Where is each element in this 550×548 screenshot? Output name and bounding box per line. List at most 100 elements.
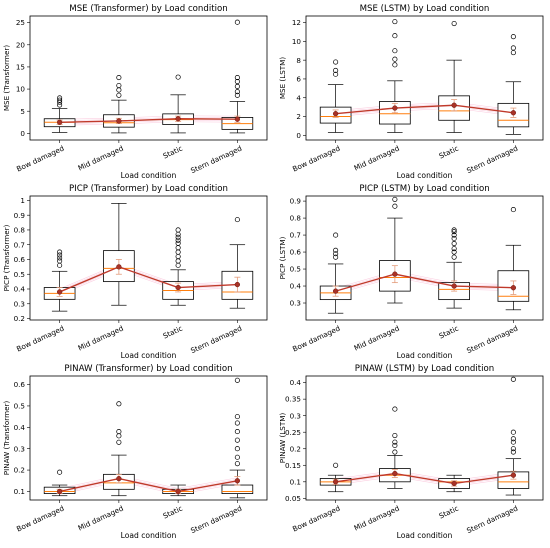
outlier-point: [510, 34, 516, 40]
y-tick-label: 0.9: [290, 197, 302, 206]
mean-band: [335, 476, 514, 487]
y-axis-label: PICP (LSTM): [278, 236, 287, 279]
x-tick-label: Bow damaged: [15, 144, 65, 174]
mean-band: [59, 115, 238, 120]
outlier-point: [234, 446, 240, 452]
outlier-point: [175, 231, 181, 237]
outlier-point: [333, 232, 339, 238]
chart-panel-6: PINAW (LSTM) by Load condition PINAW (LST…: [278, 364, 544, 540]
outlier-point: [451, 235, 457, 242]
outlier-point: [175, 227, 181, 233]
y-axis-label: PINAW (Transformer): [2, 401, 11, 476]
mean-point: [175, 116, 181, 122]
outlier-point: [392, 439, 398, 445]
mean-band: [59, 475, 238, 489]
outlier-point: [234, 414, 240, 420]
x-tick-label: Static: [162, 144, 184, 161]
mean-point: [175, 284, 181, 291]
chart-panel-2: MSE (LSTM) by Load condition MSE (LSTM) Lo…: [278, 4, 544, 180]
y-tick-label: 0.4: [290, 378, 302, 387]
mean-line: [335, 104, 514, 115]
outlier-point: [57, 469, 63, 475]
chart-title: PICP (LSTM) by Load condition: [359, 184, 489, 194]
box-stern-damaged: [221, 217, 254, 309]
outlier-point: [510, 429, 516, 435]
chart-panel-5: PINAW (Transformer) by Load condition PIN…: [2, 364, 268, 540]
y-tick-label: 0.2: [14, 466, 25, 475]
x-tick-label: Static: [438, 324, 460, 341]
y-tick-label: 0.35: [285, 395, 301, 404]
outlier-point: [234, 83, 240, 89]
outlier-point: [392, 33, 398, 39]
x-tick-label: Bow damaged: [291, 504, 341, 534]
y-tick-label: 15: [16, 63, 25, 72]
x-tick-label: Stern damaged: [189, 144, 243, 176]
box-body: [103, 250, 135, 283]
y-tick-label: 10: [292, 37, 302, 46]
chart-title: MSE (Transformer) by Load condition: [69, 4, 227, 14]
y-tick-label: 8: [296, 56, 301, 65]
outlier-point: [175, 237, 181, 243]
mean-band: [59, 479, 238, 494]
outlier-point: [451, 229, 457, 235]
mean-point: [451, 283, 457, 289]
x-axis-label: Load condition: [397, 351, 453, 360]
x-axis-label: Load condition: [397, 531, 453, 540]
outlier-point: [234, 420, 240, 426]
box-stern-damaged: [221, 377, 254, 499]
outlier-point: [116, 87, 122, 93]
mean-band: [335, 474, 514, 486]
outlier-point: [57, 97, 63, 103]
y-tick-label: 2: [296, 112, 301, 121]
x-axis-label: Load condition: [121, 531, 177, 540]
outlier-point: [510, 207, 516, 213]
y-tick-label: 0.4: [290, 282, 302, 291]
outlier-point: [451, 227, 457, 233]
box-bow-damaged: [319, 232, 352, 314]
mean-point: [116, 118, 122, 124]
y-tick-label: 0.15: [285, 461, 301, 470]
y-tick-label: 0.6: [14, 255, 26, 264]
outlier-point: [175, 240, 181, 246]
plot-frame: [29, 195, 268, 321]
y-tick-label: 10: [16, 85, 26, 94]
x-tick-label: Static: [162, 504, 184, 521]
mean-band: [335, 101, 514, 111]
outlier-point: [234, 461, 240, 467]
outlier-point: [175, 258, 181, 264]
outlier-point: [175, 262, 181, 268]
outlier-point: [510, 45, 516, 51]
mean-point: [332, 111, 339, 117]
y-tick-label: 0: [20, 129, 25, 138]
mean-band: [335, 276, 514, 295]
mean-band: [335, 106, 514, 116]
x-tick-label: Mid damaged: [77, 324, 125, 353]
mean-point: [332, 479, 339, 485]
mean-point: [56, 119, 63, 125]
outlier-point: [510, 50, 516, 56]
y-tick-label: 0.2: [14, 314, 25, 323]
mean-point: [510, 110, 517, 116]
mean-point: [451, 102, 457, 108]
outlier-point: [392, 62, 398, 68]
box-stern-damaged: [497, 207, 530, 311]
outlier-point: [333, 71, 339, 77]
y-tick-label: 0.8: [14, 226, 26, 235]
y-tick-label: 6: [296, 75, 301, 84]
outlier-point: [57, 249, 63, 255]
y-tick-label: 1: [20, 196, 25, 205]
mean-band: [59, 265, 238, 291]
y-tick-label: 25: [16, 18, 25, 27]
y-tick-label: 0.1: [14, 487, 25, 496]
mean-point: [116, 475, 122, 482]
y-tick-label: 0.3: [14, 299, 25, 308]
outlier-point: [510, 446, 516, 452]
y-tick-label: 0: [296, 131, 301, 140]
outlier-point: [333, 462, 339, 468]
box-stern-damaged: [497, 34, 530, 135]
y-tick-label: 0.3: [290, 299, 301, 308]
y-tick-label: 12: [292, 18, 301, 27]
plot-frame: [305, 375, 544, 501]
mean-point: [234, 478, 241, 484]
